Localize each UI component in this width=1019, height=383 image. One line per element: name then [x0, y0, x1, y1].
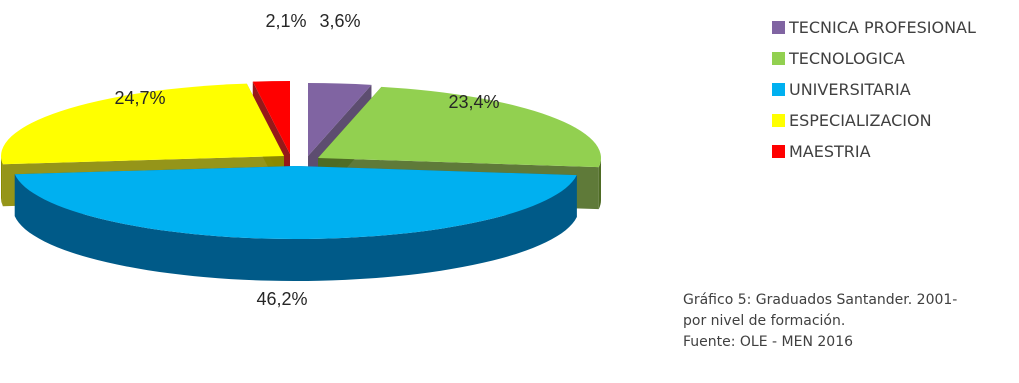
pie-slice: [308, 83, 372, 156]
caption-line: Fuente: OLE - MEN 2016: [683, 334, 854, 350]
pie-slice-side: [0, 156, 3, 207]
pie-slice: [14, 166, 577, 239]
legend-item-maestria: MAESTRIA: [772, 136, 976, 167]
pie-slice-side: [14, 174, 577, 281]
pie-data-label: 46,2%: [256, 289, 307, 309]
legend-item-especializacion: ESPECIALIZACION: [772, 105, 976, 136]
pie-slice: [252, 81, 290, 154]
legend-label: ESPECIALIZACION: [789, 111, 932, 130]
pie-slice: [318, 86, 601, 168]
legend-label: UNIVERSITARIA: [789, 80, 911, 99]
pie-data-label: 24,7%: [114, 88, 165, 108]
legend-swatch: [772, 114, 785, 127]
pie-chart: 3,6% 23,4% 46,2% 24,7% 2,1%: [0, 11, 601, 309]
caption-line: por nivel de formación.: [683, 313, 846, 329]
pie-slice-side: [598, 158, 601, 210]
pie-data-label: 3,6%: [319, 11, 360, 31]
pie-data-label: 2,1%: [265, 11, 306, 31]
pie-tops: [1, 81, 601, 239]
legend: TECNICA PROFESIONAL TECNOLOGICA UNIVERSI…: [772, 12, 976, 167]
legend-swatch: [772, 21, 785, 34]
legend-item-tecnica-profesional: TECNICA PROFESIONAL: [772, 12, 976, 43]
pie-labels: 3,6% 23,4% 46,2% 24,7% 2,1%: [114, 11, 499, 309]
pie-slice: [1, 83, 285, 165]
legend-item-universitaria: UNIVERSITARIA: [772, 74, 976, 105]
legend-swatch: [772, 145, 785, 158]
legend-swatch: [772, 52, 785, 65]
caption-line: Gráfico 5: Graduados Santander. 2001-: [683, 292, 958, 308]
legend-label: MAESTRIA: [789, 142, 871, 161]
legend-label: TECNOLOGICA: [789, 49, 905, 68]
legend-item-tecnologica: TECNOLOGICA: [772, 43, 976, 74]
pie-data-label: 23,4%: [448, 92, 499, 112]
legend-swatch: [772, 83, 785, 96]
chart-caption: Gráfico 5: Graduados Santander. 2001- po…: [683, 290, 1019, 353]
legend-label: TECNICA PROFESIONAL: [789, 18, 976, 37]
